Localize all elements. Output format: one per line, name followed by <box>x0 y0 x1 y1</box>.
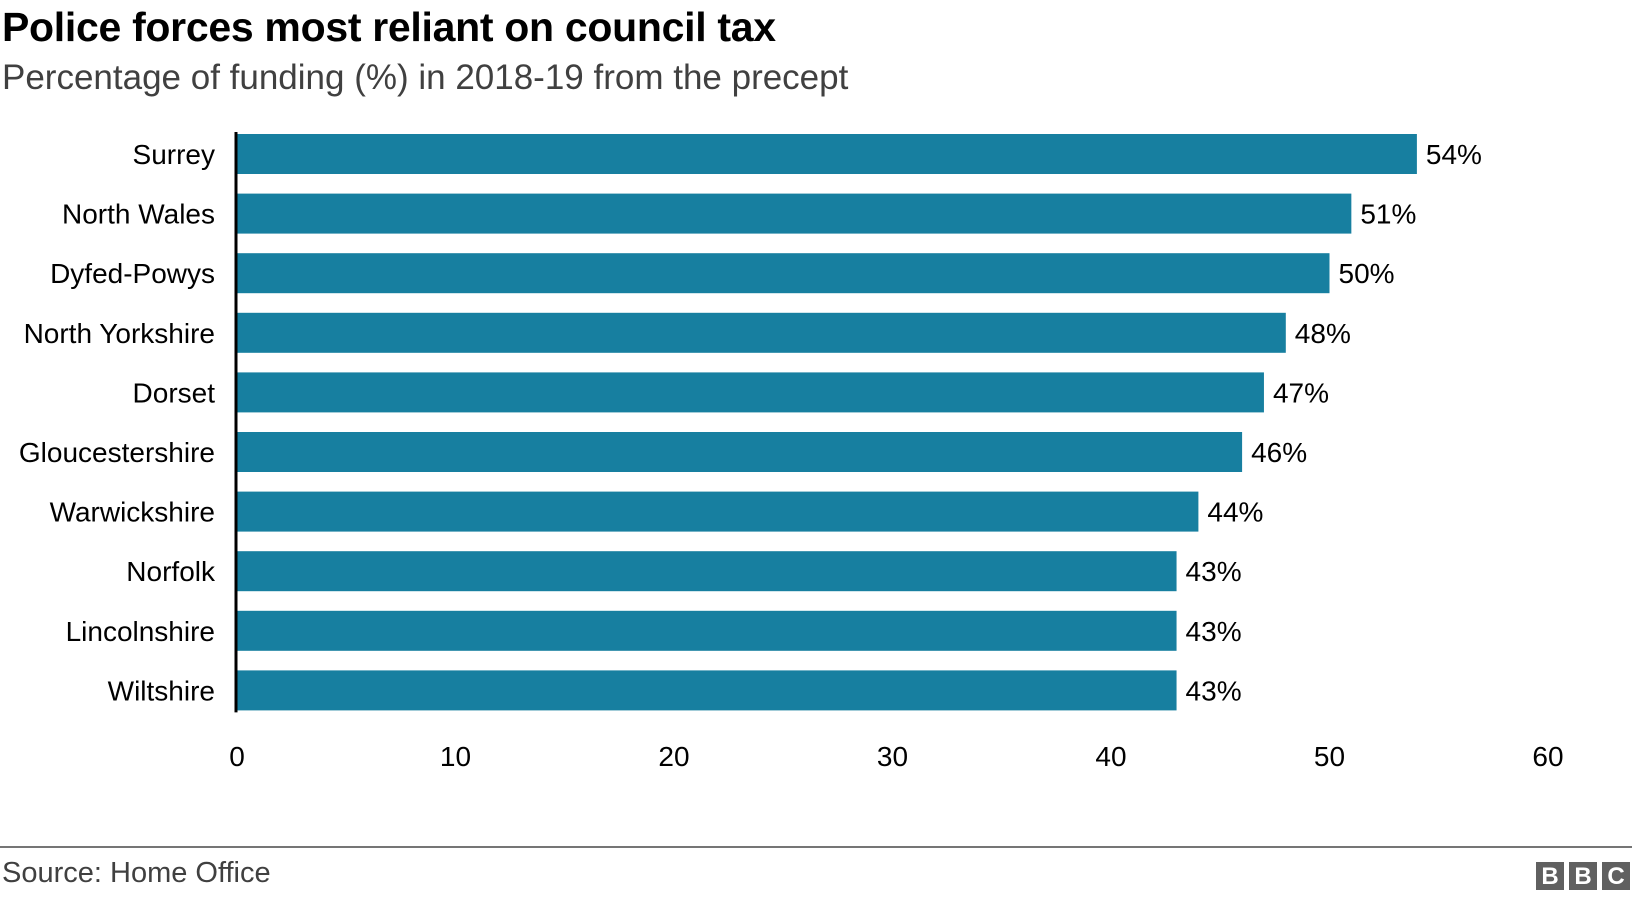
footer-divider <box>0 846 1632 848</box>
x-tick-label: 40 <box>1095 741 1126 772</box>
chart-title: Police forces most reliant on council ta… <box>2 4 776 50</box>
x-tick-label: 0 <box>229 741 245 772</box>
category-label: Lincolnshire <box>66 616 215 647</box>
data-label: 43% <box>1186 675 1242 706</box>
x-tick-label: 10 <box>440 741 471 772</box>
x-tick-label: 60 <box>1532 741 1563 772</box>
category-label: Warwickshire <box>50 497 215 528</box>
category-label: Wiltshire <box>108 675 215 706</box>
bar <box>237 253 1330 294</box>
category-label: Gloucestershire <box>19 437 215 468</box>
bbc-logo-letter: B <box>1569 862 1597 890</box>
bar <box>237 432 1243 472</box>
bar <box>237 193 1352 234</box>
source-note: Source: Home Office <box>2 857 271 889</box>
data-label: 43% <box>1186 556 1242 587</box>
bar <box>237 312 1286 353</box>
bar <box>237 491 1199 532</box>
bar <box>237 134 1417 174</box>
data-label: 44% <box>1207 497 1263 528</box>
bar-chart: Surrey 54% North Wales 51% Dyfed-Powys 50% Nor… <box>19 132 1564 772</box>
category-label: Norfolk <box>126 556 216 587</box>
x-tick-label: 30 <box>877 741 908 772</box>
bar <box>237 670 1177 711</box>
data-label: 50% <box>1339 258 1395 289</box>
category-label: Dorset <box>133 377 216 408</box>
data-label: 51% <box>1360 199 1416 230</box>
category-label: Dyfed-Powys <box>50 258 215 289</box>
bar <box>237 372 1264 413</box>
bar <box>237 551 1177 592</box>
category-label: North Yorkshire <box>24 318 215 349</box>
data-label: 47% <box>1273 377 1329 408</box>
bbc-logo-letter: B <box>1536 862 1564 890</box>
x-tick-label: 50 <box>1314 741 1345 772</box>
bbc-logo-letter: C <box>1602 862 1630 890</box>
data-label: 46% <box>1251 437 1307 468</box>
category-label: Surrey <box>133 139 215 170</box>
data-label: 48% <box>1295 318 1351 349</box>
bar <box>237 610 1177 651</box>
chart-subtitle: Percentage of funding (%) in 2018-19 fro… <box>2 58 849 97</box>
category-label: North Wales <box>62 199 215 230</box>
bbc-logo: B B C <box>1536 862 1630 890</box>
x-tick-label: 20 <box>658 741 689 772</box>
data-label: 54% <box>1426 139 1482 170</box>
data-label: 43% <box>1186 616 1242 647</box>
